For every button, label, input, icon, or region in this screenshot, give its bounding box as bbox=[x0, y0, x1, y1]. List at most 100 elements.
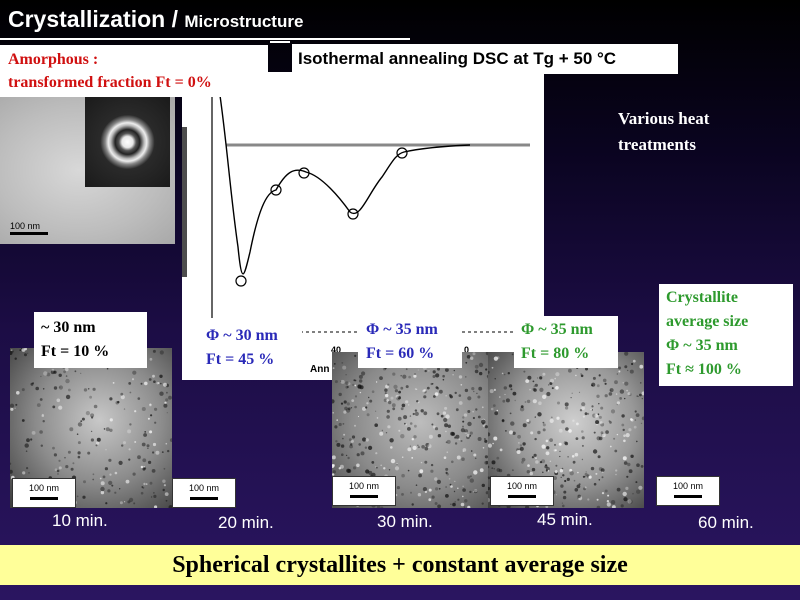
micrograph-grain bbox=[85, 411, 90, 416]
micrograph-grain bbox=[424, 490, 428, 494]
micrograph-grain bbox=[508, 384, 513, 388]
micrograph-grain bbox=[510, 421, 515, 426]
micrograph-grain bbox=[612, 505, 616, 508]
micrograph-grain bbox=[423, 395, 427, 399]
micrograph-grain bbox=[606, 500, 610, 503]
micrograph-grain bbox=[407, 427, 411, 431]
micrograph-grain bbox=[571, 455, 575, 458]
scale-30min-bar bbox=[350, 495, 378, 498]
micrograph-grain bbox=[488, 476, 491, 480]
micrograph-grain bbox=[618, 366, 622, 370]
micrograph-grain bbox=[454, 480, 456, 483]
micrograph-grain bbox=[539, 461, 543, 464]
micrograph-grain bbox=[32, 382, 34, 384]
micrograph-grain bbox=[144, 381, 148, 386]
micrograph-grain bbox=[496, 456, 500, 460]
micrograph-grain bbox=[394, 466, 400, 471]
box-60min-line1: Crystallite bbox=[666, 289, 738, 306]
micrograph-grain bbox=[477, 395, 481, 399]
micrograph-grain bbox=[636, 489, 641, 494]
micrograph-grain bbox=[413, 374, 417, 378]
micrograph-grain bbox=[57, 473, 59, 475]
micrograph-grain bbox=[408, 375, 411, 379]
micrograph-grain bbox=[389, 438, 394, 443]
micrograph-grain bbox=[590, 466, 595, 471]
micrograph-grain bbox=[580, 374, 584, 378]
micrograph-grain bbox=[488, 370, 490, 374]
box-45min-line1: Φ ~ 35 nm bbox=[521, 321, 593, 338]
micrograph-grain bbox=[537, 412, 542, 417]
micrograph-grain bbox=[587, 412, 590, 415]
micrograph-grain bbox=[100, 481, 105, 486]
micrograph-grain bbox=[519, 444, 523, 447]
micrograph-grain bbox=[585, 367, 588, 371]
micrograph-grain bbox=[443, 456, 447, 459]
micrograph-grain bbox=[99, 477, 102, 480]
micrograph-grain bbox=[549, 382, 553, 385]
micrograph-grain bbox=[90, 430, 93, 433]
micrograph-grain bbox=[572, 419, 575, 422]
micrograph-grain bbox=[371, 472, 376, 477]
micrograph-grain bbox=[634, 410, 637, 413]
micrograph-grain bbox=[577, 494, 581, 498]
micrograph-grain bbox=[83, 480, 86, 484]
micrograph-grain bbox=[432, 375, 436, 378]
micrograph-grain bbox=[529, 471, 533, 476]
micrograph-grain bbox=[417, 446, 420, 449]
micrograph-grain bbox=[478, 386, 483, 391]
micrograph-grain bbox=[623, 497, 628, 502]
micrograph-grain bbox=[332, 470, 336, 474]
micrograph-grain bbox=[529, 388, 531, 391]
micrograph-grain bbox=[517, 434, 521, 439]
micrograph-grain bbox=[442, 411, 447, 415]
micrograph-grain bbox=[591, 405, 594, 408]
micrograph-grain bbox=[16, 391, 20, 395]
micrograph-grain bbox=[384, 388, 388, 392]
micrograph-grain bbox=[81, 417, 85, 421]
micrograph-grain bbox=[599, 421, 603, 425]
micrograph-grain bbox=[606, 502, 611, 507]
micrograph-grain bbox=[120, 392, 124, 396]
micrograph-grain bbox=[622, 382, 624, 384]
scale-30min: 100 nm bbox=[332, 476, 396, 506]
micrograph-grain bbox=[105, 449, 107, 451]
micrograph-grain bbox=[481, 483, 485, 488]
micrograph-grain bbox=[527, 464, 530, 467]
micrograph-grain bbox=[10, 403, 15, 408]
micrograph-grain bbox=[458, 394, 462, 397]
micrograph-grain bbox=[87, 388, 90, 390]
micrograph-grain bbox=[52, 405, 56, 409]
micrograph-grain bbox=[562, 504, 565, 508]
micrograph-grain bbox=[450, 431, 455, 436]
micrograph-grain bbox=[626, 475, 629, 478]
micrograph-grain bbox=[630, 418, 633, 421]
micrograph-grain bbox=[152, 349, 156, 353]
micrograph-grain bbox=[452, 374, 454, 376]
micrograph-grain bbox=[357, 384, 362, 389]
micrograph-grain bbox=[350, 439, 354, 443]
micrograph-grain bbox=[514, 399, 516, 402]
micrograph-grain bbox=[400, 434, 405, 439]
scale-45min-bar bbox=[508, 495, 536, 498]
micrograph-grain bbox=[601, 471, 604, 473]
micrograph-grain bbox=[532, 399, 537, 404]
micrograph-grain bbox=[338, 467, 341, 470]
micrograph-grain bbox=[539, 387, 544, 392]
micrograph-grain bbox=[563, 490, 567, 494]
micrograph-grain bbox=[637, 395, 639, 398]
micrograph-grain bbox=[470, 356, 474, 360]
micrograph-grain bbox=[445, 441, 448, 444]
micrograph-grain bbox=[473, 390, 475, 393]
scale-10min-bar bbox=[30, 497, 58, 500]
micrograph-grain bbox=[581, 436, 585, 440]
micrograph-grain bbox=[600, 431, 604, 434]
micrograph-grain bbox=[472, 410, 474, 413]
micrograph-grain bbox=[65, 465, 69, 469]
micrograph-grain bbox=[358, 443, 361, 446]
micrograph-grain bbox=[134, 441, 137, 443]
micrograph-grain bbox=[494, 411, 499, 416]
micrograph-grain bbox=[595, 420, 600, 425]
micrograph-grain bbox=[460, 384, 463, 386]
micrograph-grain bbox=[598, 436, 603, 441]
micrograph-grain bbox=[595, 472, 598, 475]
